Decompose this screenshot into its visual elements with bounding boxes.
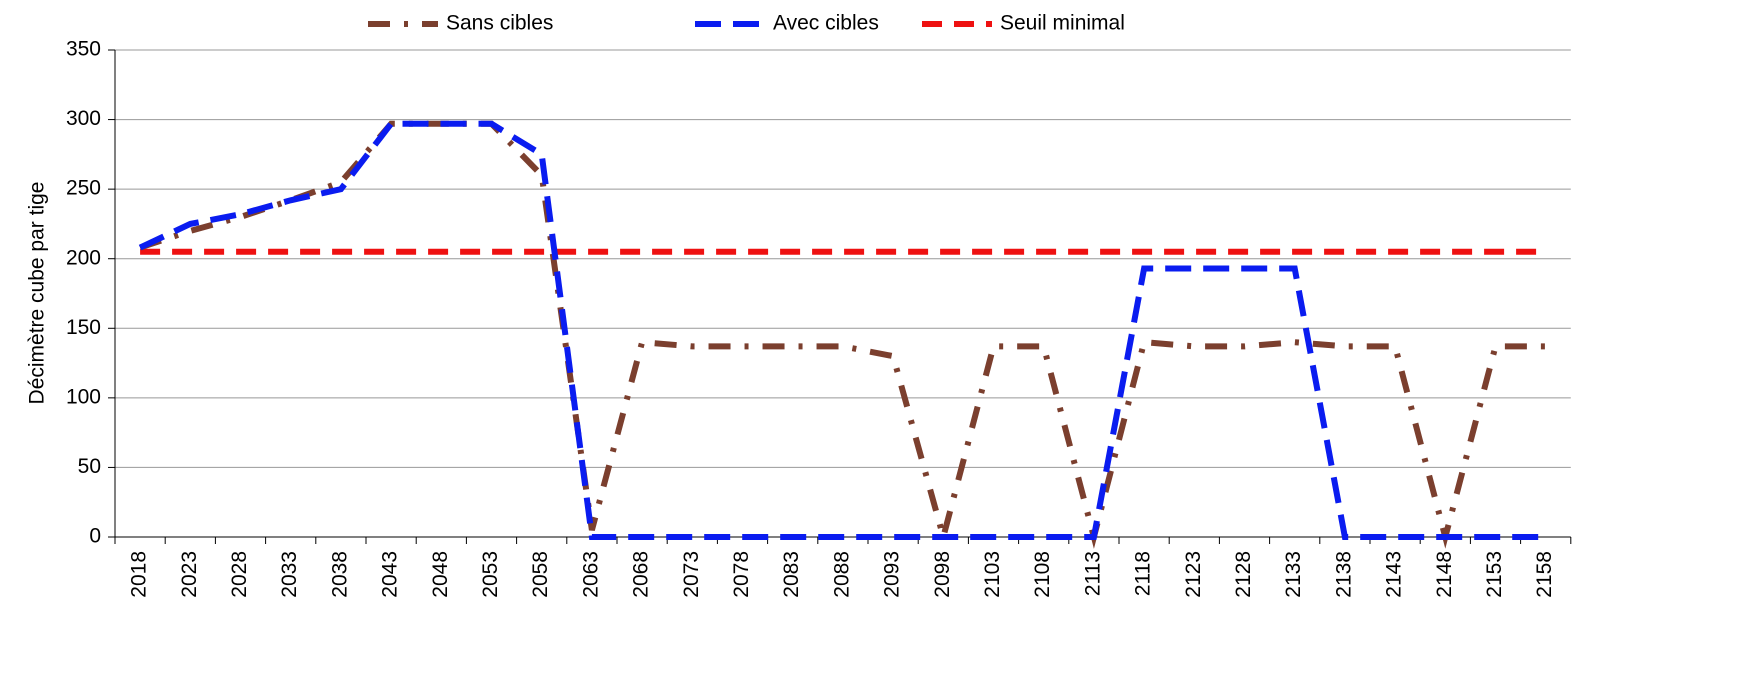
y-tick-label: 150 xyxy=(66,316,101,339)
x-tick-label: 2118 xyxy=(1132,551,1155,596)
legend-label: Sans cibles xyxy=(446,12,553,35)
x-tick-label: 2023 xyxy=(178,551,201,598)
y-tick-label: 250 xyxy=(66,177,101,200)
x-tick-label: 2093 xyxy=(881,551,904,598)
x-tick-label: 2108 xyxy=(1031,551,1054,598)
legend-label: Avec cibles xyxy=(773,12,879,35)
x-tick-label: 2063 xyxy=(579,551,602,598)
x-tick-label: 2043 xyxy=(379,551,402,598)
x-tick-label: 2028 xyxy=(228,551,251,598)
y-tick-label: 0 xyxy=(89,525,101,548)
x-tick-label: 2053 xyxy=(479,551,502,598)
x-tick-label: 2098 xyxy=(931,551,954,598)
x-tick-label: 2048 xyxy=(429,551,452,598)
x-tick-label: 2128 xyxy=(1232,551,1255,598)
x-tick-label: 2153 xyxy=(1483,551,1506,598)
y-tick-label: 100 xyxy=(66,385,101,408)
x-tick-label: 2138 xyxy=(1332,551,1355,598)
x-tick-label: 2123 xyxy=(1182,551,1205,598)
x-tick-label: 2088 xyxy=(830,551,853,598)
x-tick-label: 2033 xyxy=(278,551,301,598)
y-axis-label: Décimètre cube par tige xyxy=(26,182,49,405)
x-tick-label: 2143 xyxy=(1383,551,1406,598)
y-tick-label: 50 xyxy=(78,455,101,478)
series-line xyxy=(139,120,1546,549)
y-tick-label: 200 xyxy=(66,246,101,269)
x-tick-label: 2018 xyxy=(128,551,151,598)
legend-label: Seuil minimal xyxy=(1000,12,1125,35)
x-tick-label: 2068 xyxy=(630,551,653,598)
x-tick-label: 2113 xyxy=(1081,551,1104,596)
x-tick-label: 2073 xyxy=(680,551,703,598)
x-tick-label: 2038 xyxy=(328,551,351,598)
y-tick-label: 350 xyxy=(66,38,101,61)
x-tick-label: 2148 xyxy=(1433,551,1456,598)
series-line xyxy=(138,120,1546,540)
x-tick-label: 2058 xyxy=(529,551,552,598)
x-tick-label: 2103 xyxy=(981,551,1004,598)
x-tick-label: 2078 xyxy=(730,551,753,598)
x-tick-label: 2083 xyxy=(780,551,803,598)
x-tick-label: 2133 xyxy=(1282,551,1305,598)
x-tick-label: 2158 xyxy=(1533,551,1556,598)
y-tick-label: 300 xyxy=(66,107,101,130)
